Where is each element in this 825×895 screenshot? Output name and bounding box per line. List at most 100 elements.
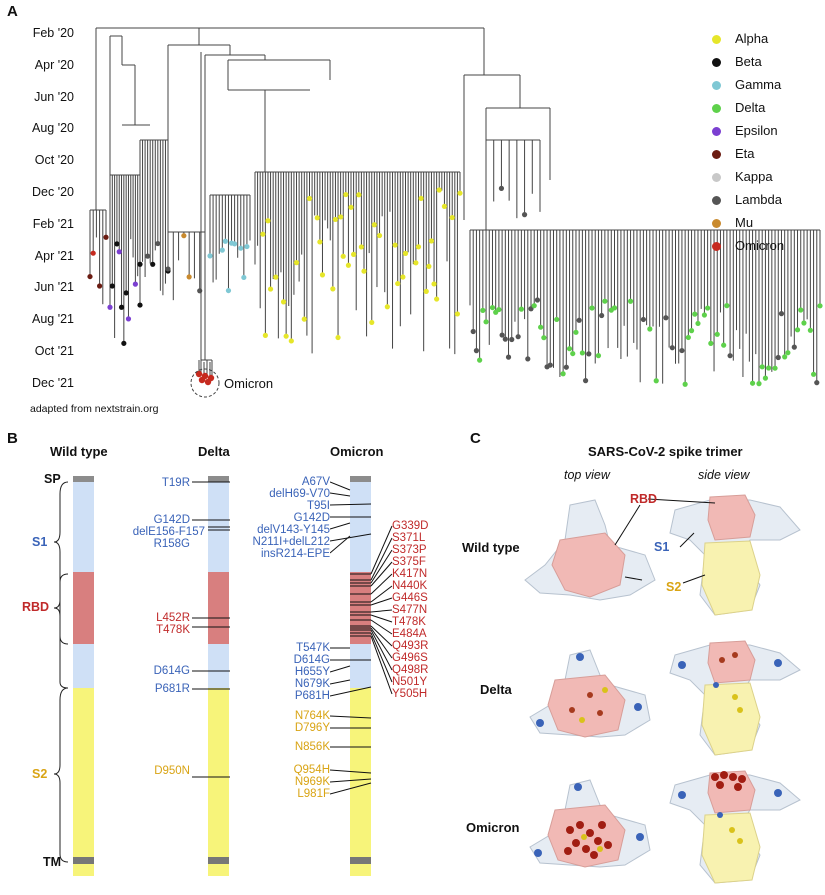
rbd-label: RBD — [22, 600, 50, 614]
omicron-highlight-circle — [190, 368, 220, 398]
date-tick-label: Jun '21 — [34, 280, 74, 295]
date-tick-label: Dec '21 — [32, 375, 74, 390]
tip-dot — [107, 304, 113, 310]
legend-label: Epsilon — [735, 123, 778, 138]
tip-dot — [441, 203, 448, 210]
tip-dot — [531, 303, 537, 309]
tip-dot — [207, 253, 213, 259]
delta-mut: delE156-F157 — [132, 526, 205, 538]
tip-dot — [807, 327, 813, 333]
tip-dot — [817, 303, 823, 309]
tip-dot — [775, 354, 781, 361]
date-tick-label: Dec '20 — [32, 185, 74, 199]
omicron-mutation-label: N969K — [294, 776, 330, 788]
legend-swatch — [712, 35, 721, 45]
tip-dot — [123, 290, 129, 296]
omicron-mutation-label: S375F — [392, 556, 426, 568]
tip-dot — [602, 298, 608, 304]
legend-swatch — [712, 81, 721, 91]
tip-dot — [528, 306, 534, 312]
tip-dot — [109, 283, 115, 289]
legend-label: Omicron — [735, 238, 785, 253]
tip-dot — [314, 215, 320, 221]
omicron-dot — [201, 372, 209, 380]
tip-dot — [351, 251, 357, 257]
tip-dot — [778, 311, 785, 317]
tip-dot — [238, 245, 244, 251]
tip-dot — [181, 233, 187, 239]
tip-dot — [232, 241, 238, 247]
tip-dot — [197, 288, 203, 294]
tip-dot — [434, 296, 440, 302]
tip-dot — [288, 338, 294, 344]
tip-dot — [222, 238, 228, 244]
delta-mut: D950N — [154, 765, 190, 777]
tip-dot — [708, 340, 714, 346]
omicron-mutation-label: N856K — [294, 741, 330, 753]
tip-dot — [611, 305, 618, 311]
omicron-mutation-label: Q498R — [392, 664, 429, 676]
tip-dot — [589, 305, 595, 311]
omicron-mutation-label: D796Y — [294, 722, 330, 734]
tip-dot — [582, 378, 589, 384]
legend-item: Delta — [712, 99, 765, 117]
tip-dot — [244, 243, 250, 250]
tip-dot — [265, 218, 271, 224]
tip-dot — [563, 364, 569, 370]
date-tick-label: Feb '20 — [32, 26, 74, 40]
omicron-top-view — [529, 779, 651, 868]
tip-dot — [343, 191, 349, 198]
tip-dot — [449, 214, 455, 221]
tip-dot — [714, 331, 720, 337]
delta-mut: P681R — [154, 683, 190, 695]
row-label-omicron: Omicron — [466, 820, 520, 835]
tip-dot — [392, 242, 398, 248]
tip-dot — [423, 288, 429, 294]
top-view-label: top view — [564, 468, 610, 482]
tip-dot — [762, 375, 769, 381]
tip-dot — [335, 334, 341, 341]
tip-dot — [515, 334, 521, 340]
rbd-segment — [73, 572, 94, 644]
tip-dot — [103, 234, 109, 240]
s1-segment — [73, 644, 94, 688]
tip-dot — [454, 311, 461, 317]
s2-segment — [73, 688, 94, 857]
tip-dot — [345, 262, 352, 268]
omicron-mutation-label: G142D — [293, 512, 330, 524]
omicron-cluster — [190, 52, 220, 398]
tip-dot — [348, 204, 354, 210]
omicron-mutation-label: E484A — [392, 628, 427, 640]
tip-dot — [566, 346, 573, 352]
omicron-mutation-label: A67V — [301, 476, 330, 488]
legend-item: Alpha — [712, 30, 768, 48]
legend-label: Kappa — [735, 169, 773, 184]
omicron-mutation-label: N679K — [294, 678, 330, 690]
tip-dot — [554, 316, 560, 323]
tip-dot — [273, 274, 279, 280]
tip-dot — [473, 348, 480, 354]
tip-dot — [371, 222, 377, 228]
delta-top-view — [529, 649, 651, 738]
tip-dot — [785, 350, 791, 356]
tip-dot — [695, 320, 701, 327]
side-view-label: side view — [698, 468, 750, 482]
tip-dot — [340, 253, 346, 259]
panel-c-label: C — [470, 430, 481, 447]
legend-label: Delta — [735, 100, 766, 115]
s2-segment — [73, 864, 94, 876]
panel-c-title: SARS-CoV-2 spike trimer — [588, 444, 743, 459]
tip-dot — [782, 354, 788, 360]
s1-label: S1 — [32, 535, 48, 549]
tip-dot — [145, 253, 151, 259]
tip-dot — [262, 332, 268, 338]
tip-dot — [810, 371, 817, 377]
legend-item: Kappa — [712, 168, 773, 186]
tip-dot — [756, 381, 762, 387]
tip-dot — [685, 334, 691, 341]
delta-mutation-lines — [192, 481, 230, 778]
omicron-mutation-label: N501Y — [392, 676, 428, 688]
legend-item: Omicron — [712, 237, 784, 255]
tip-dot — [97, 283, 103, 289]
omicron-mutation-label: P681H — [294, 690, 330, 702]
